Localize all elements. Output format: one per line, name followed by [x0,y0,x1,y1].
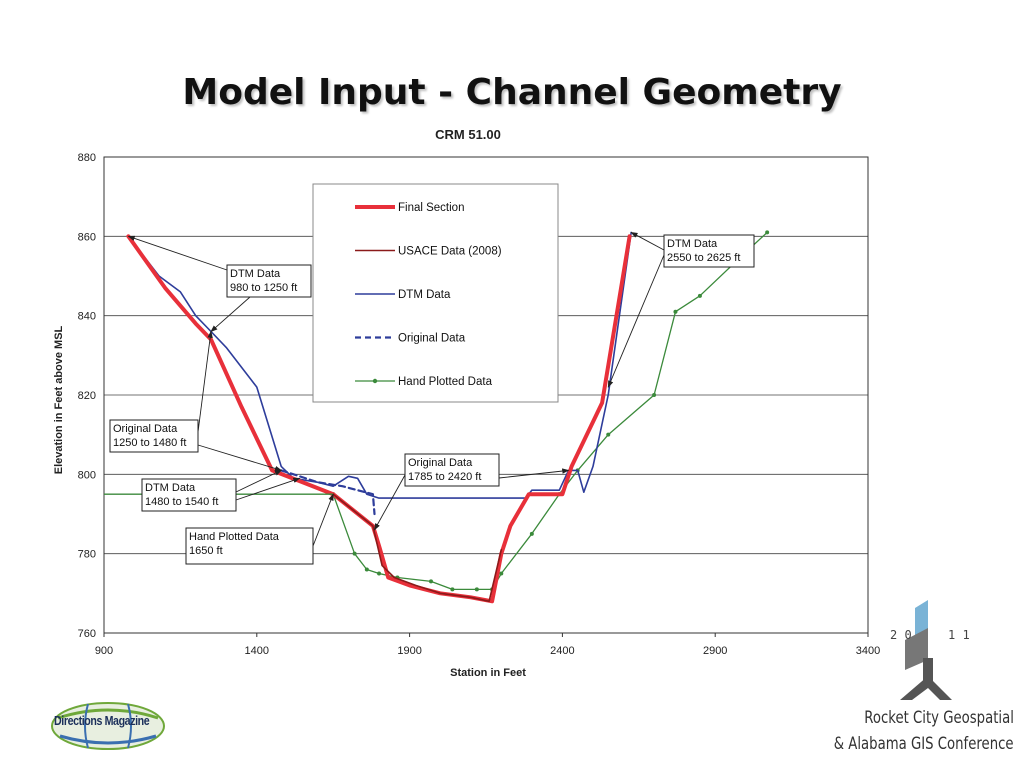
legend-label: Original Data [398,333,466,345]
axis-ticks: 760 780 800 820 840 860 880 900 1400 1900 2400 2900… [78,152,881,657]
x-tick-label: 3400 [856,645,880,657]
y-tick-label: 760 [78,628,96,640]
conference-logo: 2 0 1 1 Rocket City Geospatial & Alabama… [820,600,1024,768]
y-axis-title: Elevation in Feet above MSL [53,325,65,474]
annotation-box [404,453,500,487]
x-tick-label: 2400 [550,645,574,657]
annotation-text: DTM Data [667,238,718,250]
annotation-arrow [607,254,665,388]
series-point [652,393,657,397]
series-line-final-section [126,234,632,604]
legend-label: Final Section [398,202,464,214]
legend-label: Hand Plotted Data [398,376,493,388]
annotation-text: 1250 to 1480 ft [113,437,186,449]
x-tick-label: 1400 [245,645,269,657]
legend-label: DTM Data [398,289,451,301]
series-point [377,571,382,576]
series-point [428,579,433,584]
annotation-arrow [235,477,301,501]
y-tick-label: 860 [78,231,96,243]
x-axis-title: Station in Feet [450,667,526,679]
plot-frame [103,156,869,634]
series-point [697,293,702,298]
y-tick-label: 820 [78,390,96,402]
annotation-box [226,264,312,298]
annotation-arrow [374,474,406,531]
elevation-chart: 760 780 800 820 840 860 880 900 1400 1900 2400 2900… [53,127,881,679]
annotation-text: DTM Data [230,268,281,280]
globe-logo-icon [51,702,165,750]
series-point [474,587,479,592]
series-point [765,230,770,235]
annotation-arrow [197,330,213,433]
series-line-dtm-data [127,231,632,499]
series-point [364,567,369,572]
conference-year-left: 2 0 [890,628,912,642]
data-series [104,230,770,604]
y-tick-label: 800 [78,469,96,481]
annotation-arrow [127,235,228,271]
annotation-arrow [197,444,283,472]
series-point [606,432,611,437]
annotation-text: Hand Plotted Data [189,531,280,543]
annotation-text: 2550 to 2625 ft [667,252,740,264]
conference-line-2: & Alabama GIS Conference [834,734,1014,754]
x-tick-label: 2900 [703,645,727,657]
annotation-arrow [312,493,334,547]
series-point [673,309,678,314]
series-point [499,571,504,576]
series-point [450,587,455,592]
annotation-arrow [235,469,283,493]
slide-title: Model Input - Channel Geometry [182,72,842,113]
annotation-text: 1480 to 1540 ft [145,496,218,508]
rocket-logo-icon [900,600,952,700]
directions-magazine-label: Directions Magazine [54,713,150,728]
legend-label: USACE Data (2008) [398,246,502,258]
conference-line-1: Rocket City Geospatial [864,708,1014,728]
y-tick-label: 880 [78,152,96,164]
directions-magazine-logo: Directions Magazine [48,696,168,752]
annotation-text: 980 to 1250 ft [230,282,297,294]
legend-box [312,183,559,403]
series-line-usace-data-2008 [332,493,503,603]
annotation-box [185,527,314,565]
annotation-text: 1650 ft [189,545,223,557]
series-line-original-data [280,469,376,516]
legend-marker [372,378,378,384]
conference-year-right: 1 1 [948,628,970,642]
series-point [529,531,534,536]
series-point [352,551,357,556]
y-tick-label: 780 [78,549,96,561]
annotation-arrow [498,468,570,479]
x-tick-label: 900 [95,645,113,657]
chart-title: CRM 51.00 [435,127,501,142]
annotation-box [109,419,199,453]
annotation-text: DTM Data [145,482,196,494]
annotation-text: Original Data [408,457,473,469]
annotation-text: Original Data [113,423,178,435]
legend: Final Section USACE Data (2008) DTM Data Or… [312,183,559,403]
annotation-arrow [630,231,665,251]
annotation-text: 1785 to 2420 ft [408,471,481,483]
annotation-arrow [210,296,251,333]
annotations: DTM Data 980 to 1250 ft Original Data 1250 … [109,231,755,565]
x-tick-label: 1900 [397,645,421,657]
annotation-box [663,234,755,268]
y-tick-label: 840 [78,311,96,323]
annotation-box [141,478,237,512]
